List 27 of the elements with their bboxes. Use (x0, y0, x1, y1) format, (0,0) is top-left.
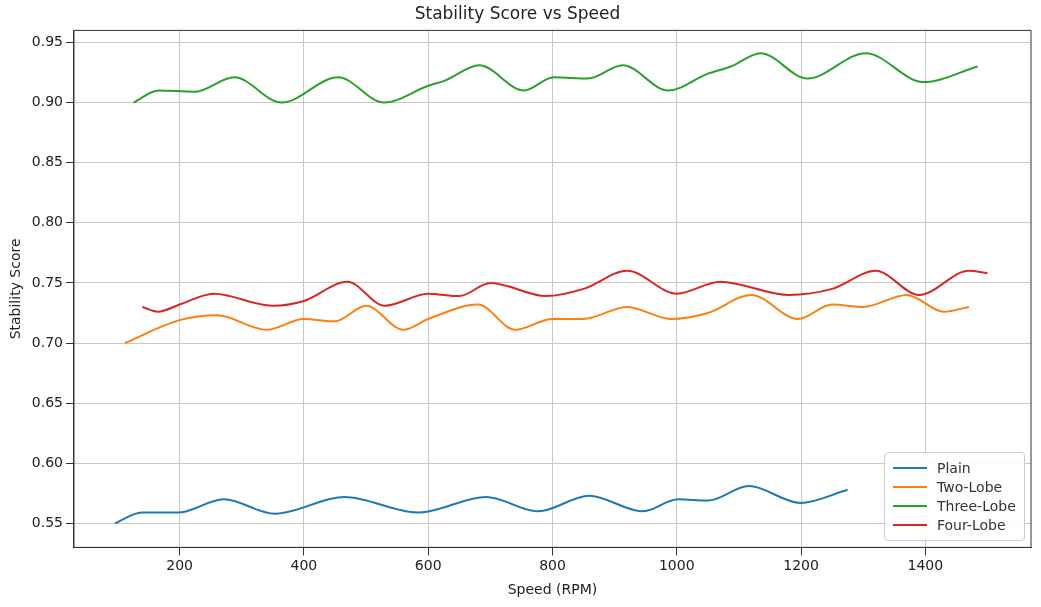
legend-label: Three-Lobe (937, 498, 1016, 515)
y-tick-label: 0.90 (31, 93, 63, 110)
y-tick-label: 0.70 (31, 333, 63, 350)
y-tick-label: 0.55 (31, 513, 63, 530)
x-axis-title: Speed (RPM) (507, 581, 598, 598)
chart-title: Stability Score vs Speed (414, 2, 621, 23)
y-tick-label: 0.75 (31, 273, 63, 290)
x-tick-label: 600 (414, 557, 442, 574)
x-tick-label: 1000 (658, 557, 695, 574)
line-series (123, 293, 970, 345)
legend-label: Four-Lobe (937, 517, 1006, 534)
legend-label: Two-Lobe (937, 479, 1003, 496)
y-tick-label: 0.80 (31, 213, 63, 230)
line-series (141, 269, 989, 313)
y-tick-label: 0.60 (31, 453, 63, 470)
y-tick-label: 0.85 (31, 153, 63, 170)
x-tick-label: 1400 (907, 557, 944, 574)
x-tick-label: 200 (166, 557, 193, 574)
line-series (113, 485, 849, 525)
y-tick-label: 0.65 (31, 393, 63, 410)
x-tick-label: 400 (290, 557, 318, 574)
line-series (132, 52, 979, 104)
y-axis-title: Stability Score (7, 238, 24, 340)
x-tick-label: 1200 (783, 557, 819, 574)
x-tick-label: 800 (539, 557, 566, 574)
y-tick-label: 0.95 (31, 33, 63, 50)
legend-label: Plain (937, 460, 971, 477)
